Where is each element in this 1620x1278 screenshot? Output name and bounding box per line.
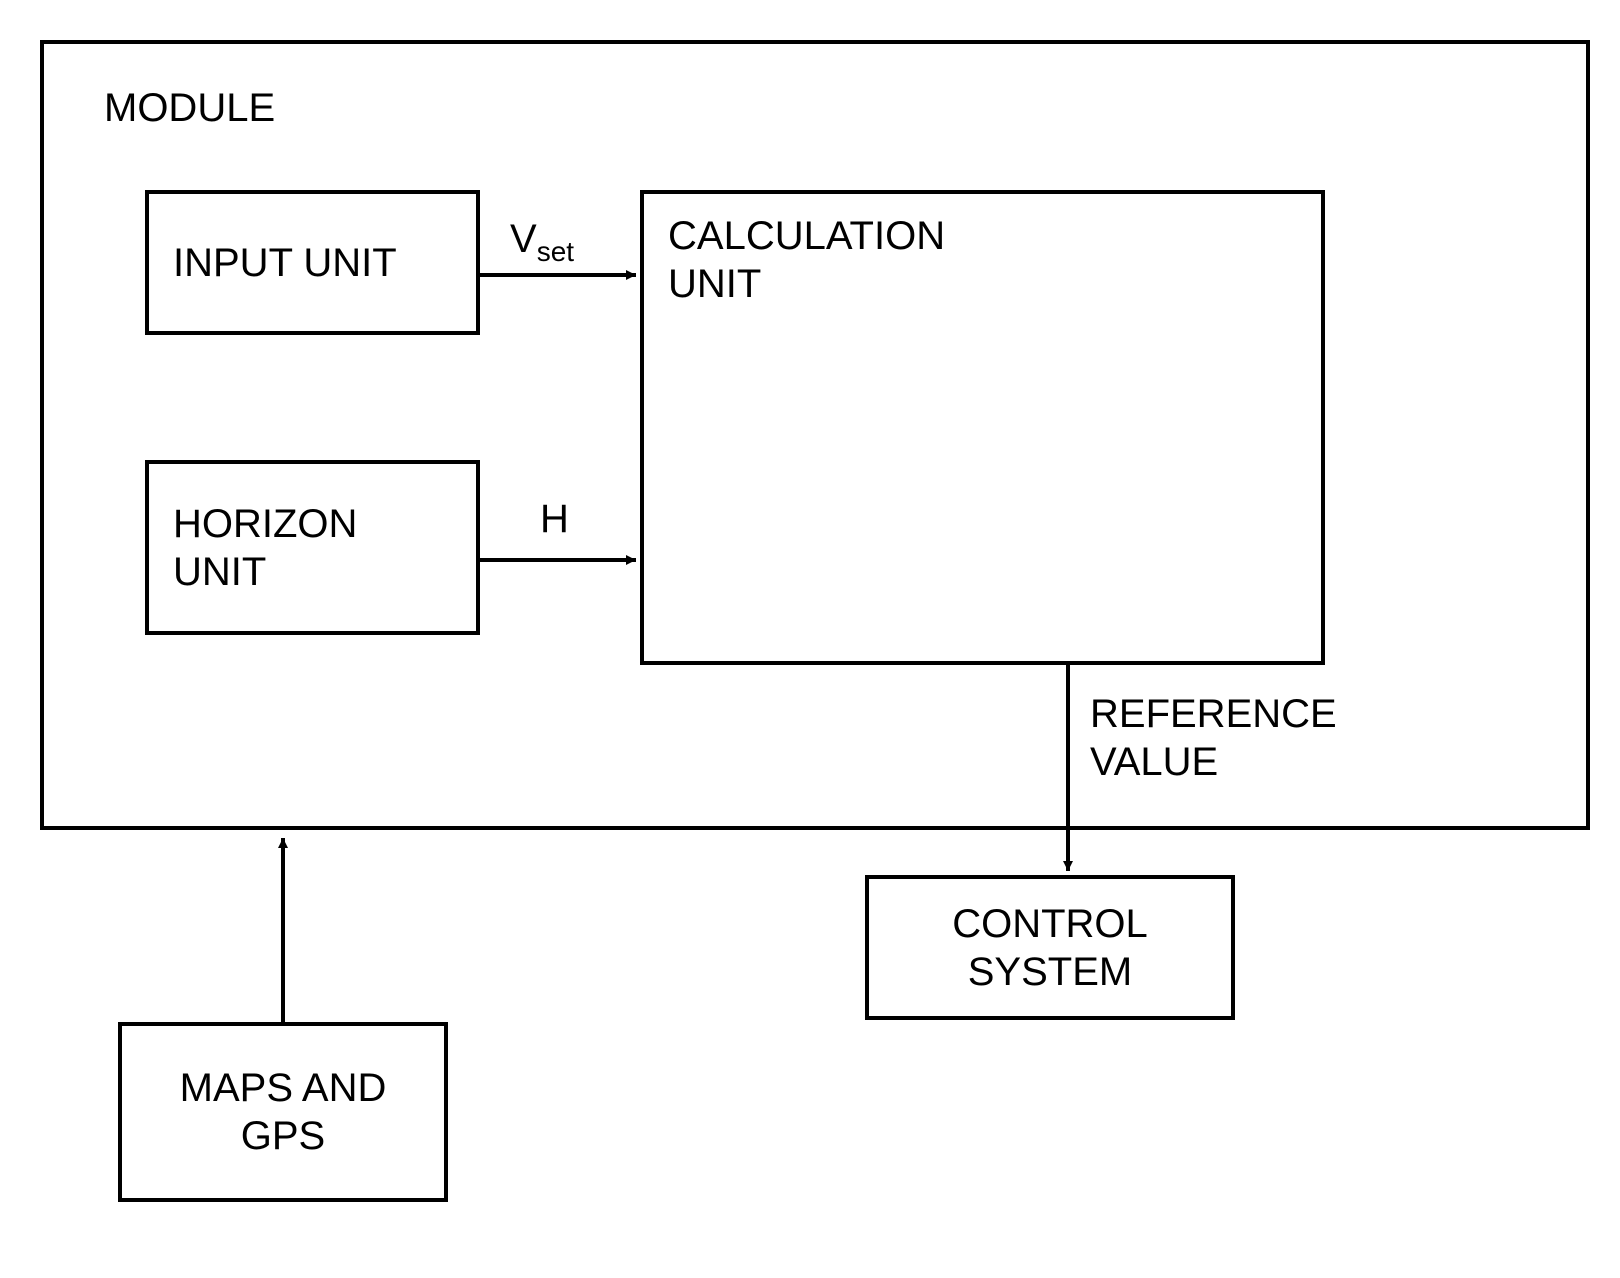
input-unit-label: INPUT UNIT (173, 239, 397, 287)
control-system-box: CONTROL SYSTEM (865, 875, 1235, 1020)
control-system-label: CONTROL SYSTEM (952, 900, 1148, 996)
maps-gps-label: MAPS AND GPS (180, 1064, 387, 1160)
vset-main: V (510, 217, 537, 261)
maps-gps-box: MAPS AND GPS (118, 1022, 448, 1202)
horizon-unit-label: HORIZON UNIT (173, 500, 357, 596)
calculation-unit-label: CALCULATION UNIT (668, 212, 945, 308)
input-unit-box: INPUT UNIT (145, 190, 480, 335)
horizon-unit-box: HORIZON UNIT (145, 460, 480, 635)
calculation-unit-box: CALCULATION UNIT (640, 190, 1325, 665)
module-label: MODULE (104, 84, 275, 132)
diagram-container: MODULE INPUT UNIT HORIZON UNIT CALCULATI… (0, 0, 1620, 1278)
reference-value-label: REFERENCE VALUE (1090, 690, 1337, 786)
vset-sub: set (537, 236, 574, 267)
vset-edge-label: Vset (510, 215, 574, 269)
h-edge-label: H (540, 495, 569, 543)
